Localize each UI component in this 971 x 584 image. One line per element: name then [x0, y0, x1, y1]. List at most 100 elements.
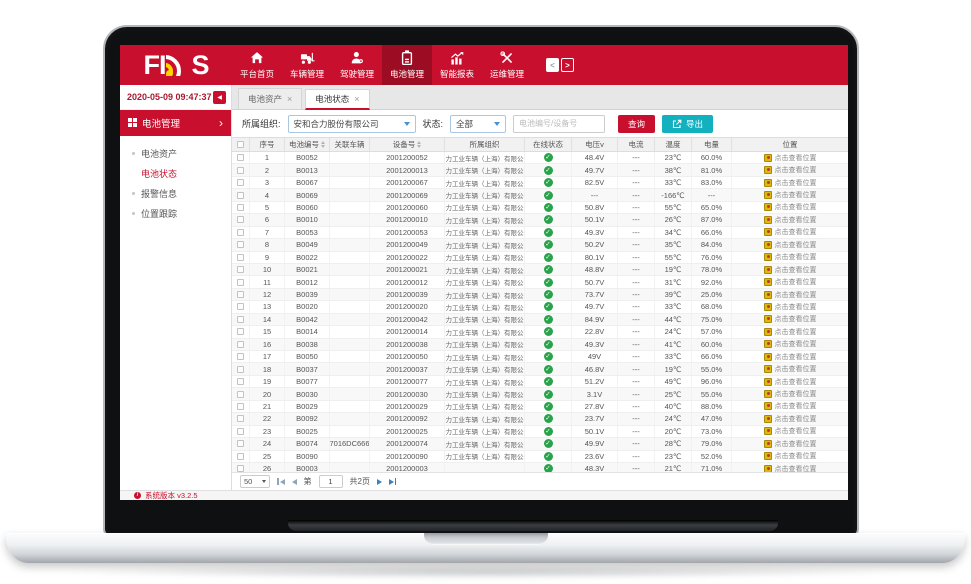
row-checkbox[interactable]	[237, 415, 244, 423]
view-location-link[interactable]: 点击查看位置	[774, 229, 817, 237]
org-select[interactable]: 安和合力股份有限公司	[287, 114, 416, 133]
first-page-button[interactable]	[277, 478, 285, 485]
view-location-link[interactable]: 点击查看位置	[774, 453, 817, 461]
row-checkbox[interactable]	[237, 340, 244, 348]
view-location-link[interactable]: 点击查看位置	[774, 403, 817, 411]
sidebar-item-1[interactable]: 电池资产	[120, 143, 231, 163]
nav-scroll-right-button[interactable]: >	[561, 58, 574, 72]
select-all-checkbox[interactable]	[237, 141, 244, 148]
view-location-link[interactable]: 点击查看位置	[774, 204, 817, 212]
row-checkbox[interactable]	[237, 378, 244, 386]
row-checkbox[interactable]	[237, 266, 244, 274]
view-location-link[interactable]: 点击查看位置	[774, 279, 817, 287]
sidebar-item-4[interactable]: 位置跟踪	[120, 203, 231, 223]
view-location-link[interactable]: 点击查看位置	[774, 415, 817, 423]
sort-icon[interactable]	[417, 141, 422, 148]
nav-item-driver[interactable]: 驾驶管理	[332, 45, 382, 85]
nav-item-battery[interactable]: 电池管理	[382, 45, 432, 85]
content-tab-1[interactable]: 电池资产 ×	[238, 88, 303, 109]
row-checkbox[interactable]	[237, 390, 244, 398]
column-header-current[interactable]: 电流	[618, 138, 655, 151]
close-icon[interactable]: ×	[354, 94, 360, 104]
nav-item-maintenance[interactable]: 运维管理	[482, 45, 532, 85]
view-location-link[interactable]: 点击查看位置	[774, 391, 817, 399]
row-checkbox[interactable]	[237, 452, 244, 460]
sidebar-section-header[interactable]: 电池管理 ›	[120, 110, 231, 136]
view-location-link[interactable]: 点击查看位置	[774, 316, 817, 324]
view-location-link[interactable]: 点击查看位置	[774, 254, 817, 262]
sort-icon[interactable]	[321, 141, 325, 148]
nav-item-home[interactable]: 平台首页	[232, 45, 282, 85]
row-checkbox[interactable]	[237, 303, 244, 311]
view-location-link[interactable]: 点击查看位置	[774, 440, 817, 448]
view-location-link[interactable]: 点击查看位置	[774, 179, 817, 187]
cell-select	[232, 338, 250, 350]
column-header-online[interactable]: 在线状态	[525, 138, 572, 151]
cell-location: 点击查看位置	[732, 301, 848, 312]
view-location-link[interactable]: 点击查看位置	[774, 366, 817, 374]
view-location-link[interactable]: 点击查看位置	[774, 465, 817, 472]
row-checkbox[interactable]	[237, 291, 244, 299]
nav-scroll-left-button[interactable]: <	[546, 58, 559, 72]
search-input[interactable]	[513, 114, 606, 133]
row-checkbox[interactable]	[237, 203, 244, 211]
export-button[interactable]: 导出	[662, 114, 714, 133]
column-header-vehicle[interactable]: 关联车辆	[330, 138, 370, 151]
nav-item-vehicle[interactable]: 车辆管理	[282, 45, 332, 85]
column-header-voltage[interactable]: 电压v	[572, 138, 618, 151]
status-select[interactable]: 全部	[450, 114, 507, 133]
cell-current: ---	[618, 152, 655, 164]
view-location-link[interactable]: 点击查看位置	[774, 266, 817, 274]
row-checkbox[interactable]	[237, 216, 244, 224]
view-location-link[interactable]: 点击查看位置	[774, 341, 817, 349]
next-page-button[interactable]	[376, 478, 382, 485]
row-checkbox[interactable]	[237, 154, 244, 162]
page-number-input[interactable]	[318, 475, 343, 488]
view-location-link[interactable]: 点击查看位置	[774, 291, 817, 299]
sidebar-item-3[interactable]: 报警信息	[120, 183, 231, 203]
nav-item-report[interactable]: 智能报表	[432, 45, 482, 85]
row-checkbox[interactable]	[237, 440, 244, 448]
last-page-button[interactable]	[388, 478, 397, 485]
column-header-device[interactable]: 设备号	[370, 138, 445, 151]
view-location-link[interactable]: 点击查看位置	[774, 353, 817, 361]
row-checkbox[interactable]	[237, 315, 244, 323]
view-location-link[interactable]: 点击查看位置	[774, 428, 817, 436]
row-checkbox[interactable]	[237, 241, 244, 249]
row-checkbox[interactable]	[237, 465, 244, 472]
content-tab-2[interactable]: 电池状态 ×	[305, 89, 370, 110]
view-location-link[interactable]: 点击查看位置	[774, 378, 817, 386]
column-header-no[interactable]: 序号	[250, 138, 285, 151]
view-location-link[interactable]: 点击查看位置	[774, 216, 817, 224]
prev-page-button[interactable]	[291, 478, 297, 485]
row-checkbox[interactable]	[237, 402, 244, 410]
sidebar-item-2[interactable]: 电池状态	[120, 163, 231, 183]
view-location-link[interactable]: 点击查看位置	[774, 192, 817, 200]
column-header-location[interactable]: 位置	[732, 138, 848, 151]
view-location-link[interactable]: 点击查看位置	[774, 154, 817, 162]
close-icon[interactable]: ×	[287, 94, 293, 104]
row-checkbox[interactable]	[237, 166, 244, 174]
view-location-link[interactable]: 点击查看位置	[774, 241, 817, 249]
search-button[interactable]: 查询	[618, 114, 656, 133]
row-checkbox[interactable]	[237, 253, 244, 261]
sidebar-collapse-button[interactable]: ◀	[213, 90, 226, 104]
view-location-link[interactable]: 点击查看位置	[774, 167, 817, 175]
row-checkbox[interactable]	[237, 191, 244, 199]
row-checkbox[interactable]	[237, 179, 244, 187]
column-header-temp[interactable]: 温度	[655, 138, 692, 151]
row-checkbox[interactable]	[237, 365, 244, 373]
row-checkbox[interactable]	[237, 228, 244, 236]
row-checkbox[interactable]	[237, 353, 244, 361]
cell-current: ---	[618, 351, 655, 363]
view-location-link[interactable]: 点击查看位置	[774, 328, 817, 336]
column-header-charge[interactable]: 电量	[692, 138, 732, 151]
view-location-link[interactable]: 点击查看位置	[774, 303, 817, 311]
row-checkbox[interactable]	[237, 427, 244, 435]
row-checkbox[interactable]	[237, 278, 244, 286]
page-size-select[interactable]: 50	[240, 475, 270, 488]
row-checkbox[interactable]	[237, 328, 244, 336]
column-header-org[interactable]: 所属组织	[445, 138, 525, 151]
column-header-battery[interactable]: 电池编号	[285, 138, 330, 151]
